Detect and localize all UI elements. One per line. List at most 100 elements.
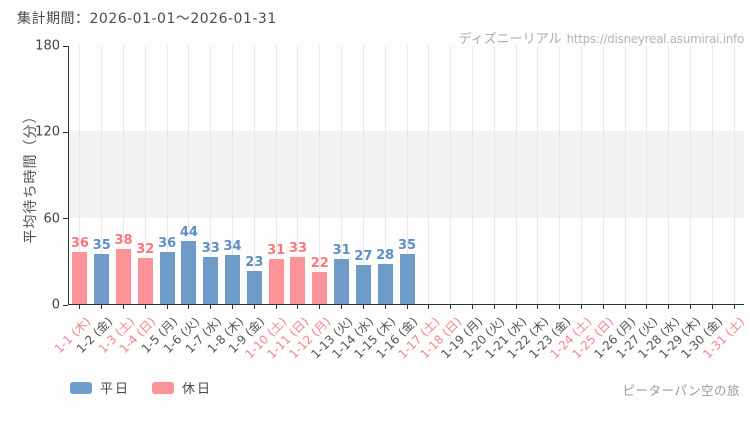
legend-label: 休日 (182, 382, 213, 397)
wait-time-bar-1-3 (116, 249, 132, 304)
chart-plot-area: 0 60 120 180 36 35 38 32 36 44 33 34 23 31 33 22 31 27 28 3… (35, 39, 747, 362)
wait-time-bar-1-12 (312, 272, 328, 304)
bar-value-label: 35 (92, 237, 111, 253)
vertical-gridline (188, 46, 190, 304)
x-axis-tick (232, 304, 234, 309)
x-axis-tick (319, 304, 321, 309)
x-axis-tick (537, 304, 539, 309)
vertical-gridline (471, 46, 473, 304)
x-axis-tick (144, 304, 146, 309)
wait-time-bar-1-13 (334, 259, 350, 304)
vertical-gridline (668, 46, 670, 304)
x-axis-tick (515, 304, 517, 309)
vertical-gridline (646, 46, 648, 304)
x-axis-tick (689, 304, 691, 309)
vertical-gridline (123, 46, 125, 304)
x-axis-tick (711, 304, 713, 309)
vertical-gridline (79, 46, 81, 304)
vertical-gridline (515, 46, 517, 304)
x-axis-tick (362, 304, 364, 309)
vertical-gridline (253, 46, 255, 304)
x-axis-tick (406, 304, 408, 309)
wait-time-bar-1-15 (377, 263, 393, 304)
y-axis-tick (63, 45, 68, 47)
x-axis-tick (101, 304, 103, 309)
vertical-gridline (580, 46, 582, 304)
x-axis-tick (580, 304, 582, 309)
wait-time-bar-1-4 (137, 257, 153, 304)
wait-time-bar-1-1 (72, 252, 88, 304)
y-axis-tick-label: 120 (35, 124, 60, 140)
vertical-gridline (559, 46, 561, 304)
x-axis-tick (341, 304, 343, 309)
x-axis-tick (210, 304, 212, 309)
vertical-gridline (493, 46, 495, 304)
wait-time-bar-1-10 (268, 259, 284, 304)
bar-value-label: 27 (354, 249, 373, 265)
vertical-gridline (275, 46, 277, 304)
legend-item-休日[interactable]: 休日 (152, 378, 212, 397)
wait-time-bar-1-14 (355, 265, 371, 304)
vertical-gridline (689, 46, 691, 304)
x-axis-tick (668, 304, 670, 309)
x-axis-tick (275, 304, 277, 309)
vertical-gridline (450, 46, 452, 304)
wait-time-bar-1-11 (290, 256, 306, 304)
x-axis-tick (123, 304, 125, 309)
chart-legend: 平日 休日 (70, 378, 212, 397)
legend-label: 平日 (100, 382, 131, 397)
vertical-gridline (166, 46, 168, 304)
x-axis-tick (384, 304, 386, 309)
vertical-gridline (101, 46, 103, 304)
legend-swatch (70, 381, 92, 394)
watermark: ディズニーリアル https://disneyreal.asumirai.info (459, 28, 745, 47)
bar-value-label: 33 (288, 240, 307, 256)
bar-value-label: 36 (70, 236, 89, 252)
vertical-gridline (711, 46, 713, 304)
y-axis-tick-label: 0 (51, 297, 60, 313)
x-axis-tick (428, 304, 430, 309)
y-axis-tick (63, 131, 68, 133)
bar-value-label: 31 (267, 243, 286, 259)
wait-time-bar-1-7 (203, 256, 219, 304)
vertical-gridline (297, 46, 299, 304)
bar-value-label: 33 (201, 240, 220, 256)
x-axis-tick (79, 304, 81, 309)
vertical-gridline (733, 46, 735, 304)
wait-time-bar-1-9 (246, 270, 262, 304)
y-axis-tick-label: 180 (35, 38, 60, 54)
wait-time-bar-1-2 (94, 253, 110, 304)
x-axis-tick (450, 304, 452, 309)
x-axis-tick (624, 304, 626, 309)
x-axis-tick (646, 304, 648, 309)
vertical-gridline (232, 46, 234, 304)
vertical-gridline (602, 46, 604, 304)
watermark-url: https://disneyreal.asumirai.info (566, 32, 745, 46)
legend-swatch (152, 381, 175, 394)
vertical-gridline (406, 46, 408, 304)
x-axis-tick (188, 304, 190, 309)
vertical-gridline (428, 46, 430, 304)
report-period-title: 集計期間：2026-01-01～2026-01-31 (17, 11, 277, 27)
x-axis-tick (493, 304, 495, 309)
bar-value-label: 36 (158, 236, 177, 252)
vertical-gridline (624, 46, 626, 304)
wait-time-bar-1-6 (181, 240, 197, 304)
y-axis-tick (63, 304, 68, 306)
vertical-gridline (362, 46, 364, 304)
bar-value-label: 22 (310, 256, 329, 272)
vertical-gridline (144, 46, 146, 304)
vertical-gridline (384, 46, 386, 304)
x-axis-tick (253, 304, 255, 309)
x-axis-tick (471, 304, 473, 309)
bar-value-label: 32 (136, 241, 155, 257)
vertical-gridline (210, 46, 212, 304)
x-axis-tick (166, 304, 168, 309)
x-axis-tick (733, 304, 735, 309)
vertical-gridline (537, 46, 539, 304)
bar-value-label: 35 (397, 237, 417, 253)
wait-time-bar-1-5 (159, 252, 175, 304)
y-axis-tick (63, 218, 68, 220)
wait-time-bar-1-16 (399, 253, 415, 304)
legend-item-平日[interactable]: 平日 (70, 378, 130, 397)
